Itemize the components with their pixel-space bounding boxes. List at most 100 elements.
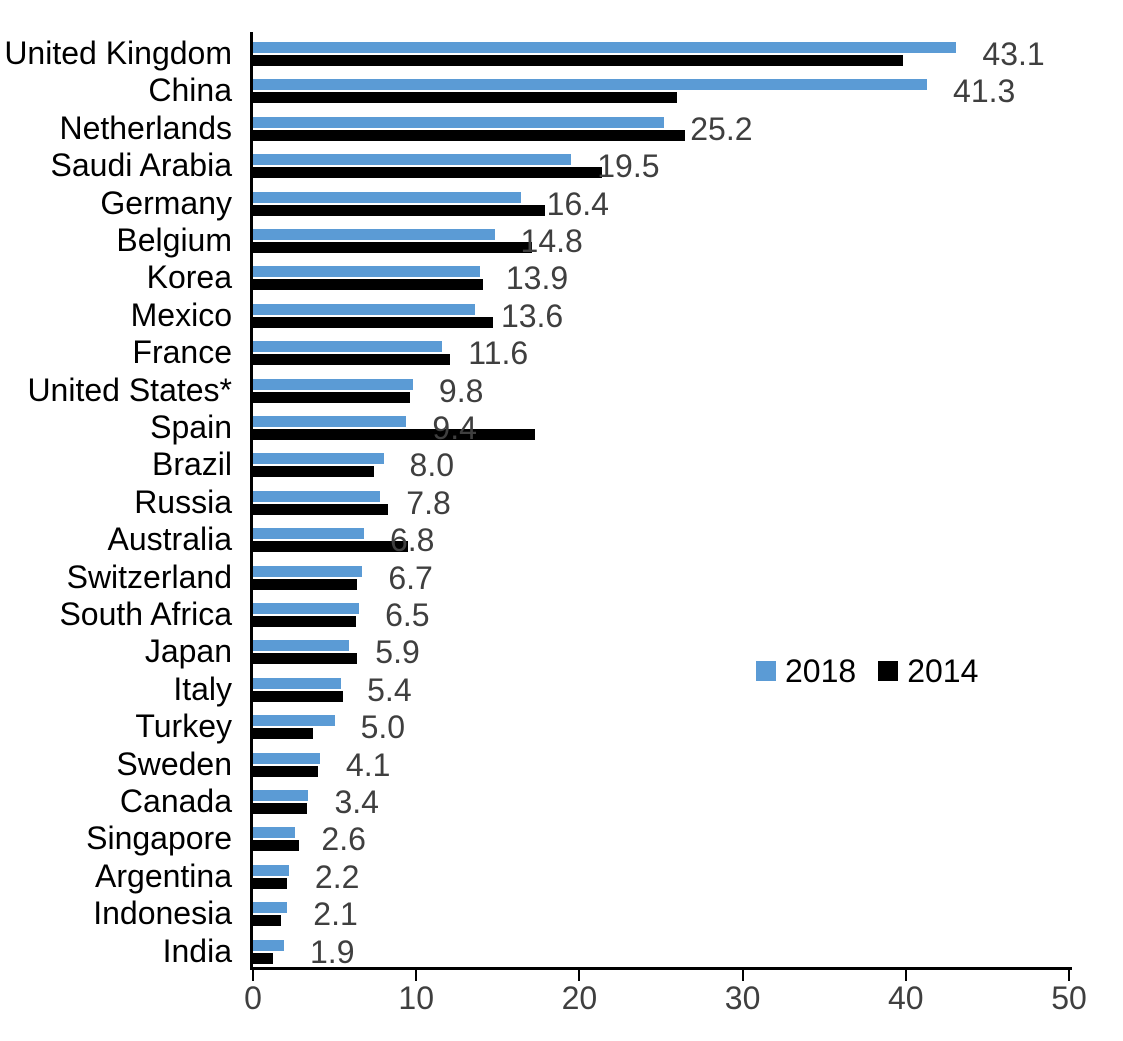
bar-2014	[253, 391, 410, 403]
bar-2014	[253, 354, 451, 366]
bar-2018	[253, 902, 288, 914]
bar-2018	[253, 939, 284, 951]
x-tick-label: 50	[1051, 980, 1087, 1016]
category-label: United States*	[27, 371, 232, 408]
x-tick-label: 30	[724, 980, 761, 1016]
bar-2018	[253, 864, 289, 876]
bar-2014	[253, 728, 314, 740]
value-label: 5.9	[375, 634, 420, 671]
value-label: 13.6	[500, 297, 564, 334]
value-label: 1.9	[310, 933, 355, 970]
bar-2018	[253, 715, 335, 727]
value-label: 11.6	[468, 335, 529, 372]
bar-2018	[253, 752, 320, 764]
value-label: 2.2	[314, 858, 360, 895]
value-label: 43.1	[982, 36, 1045, 72]
bar-2018	[253, 416, 407, 427]
value-label: 19.5	[597, 148, 660, 185]
category-label: Korea	[146, 259, 232, 296]
value-label: 16.4	[546, 185, 609, 222]
category-label: Japan	[144, 633, 232, 670]
category-label: Sweden	[116, 745, 232, 782]
legend-label-2018: 2018	[785, 653, 857, 689]
category-label: France	[132, 334, 232, 371]
bar-2018	[253, 266, 480, 278]
bar-2014	[253, 279, 484, 291]
value-label: 9.4	[432, 410, 477, 446]
category-label: Italy	[173, 670, 232, 707]
bar-2018	[253, 154, 572, 166]
value-label: 13.9	[505, 260, 569, 297]
bar-2018	[253, 640, 350, 652]
category-label: Spain	[150, 409, 232, 445]
value-label: 4.1	[345, 746, 391, 783]
bar-2014	[253, 952, 273, 964]
x-tick	[904, 967, 907, 981]
bar-2014	[253, 242, 533, 253]
bar-2014	[253, 55, 903, 66]
bar-2014	[253, 877, 288, 889]
value-label: 8.0	[409, 447, 455, 484]
bar-2018	[253, 528, 364, 540]
legend-item-2018: 2018	[756, 651, 856, 691]
category-label: Netherlands	[59, 109, 232, 146]
x-tick-label: 40	[888, 980, 924, 1016]
bar-2018	[253, 341, 443, 353]
bar-2018	[253, 303, 475, 315]
bar-2014	[253, 92, 678, 104]
bar-2018	[253, 191, 521, 203]
bar-2018	[253, 603, 360, 614]
category-label: Argentina	[95, 857, 232, 894]
category-label: India	[162, 932, 232, 969]
x-tick	[1068, 967, 1070, 981]
bar-2014	[253, 616, 356, 627]
value-label: 14.8	[520, 223, 583, 259]
value-label: 3.4	[334, 784, 379, 820]
value-label: 6.8	[389, 522, 435, 559]
value-label: 9.8	[438, 372, 484, 409]
bar-2018	[253, 116, 665, 128]
x-tick	[578, 967, 581, 981]
value-label: 6.7	[388, 559, 433, 596]
bar-2014	[253, 765, 319, 777]
bar-2014	[253, 429, 536, 440]
bar-2014	[253, 503, 389, 515]
bar-2018	[253, 790, 309, 801]
bar-2014	[253, 167, 603, 179]
bar-2014	[253, 803, 307, 814]
category-label: Belgium	[116, 222, 232, 258]
bar-2014	[253, 915, 281, 927]
bar-2014	[253, 541, 409, 553]
category-label: Russia	[134, 483, 232, 520]
value-label: 5.4	[367, 671, 412, 708]
y-axis-line	[250, 32, 253, 970]
category-label: China	[148, 72, 232, 109]
x-tick-label: 20	[561, 980, 598, 1016]
category-label: Singapore	[86, 820, 232, 857]
legend-item-2014: 2014	[878, 651, 978, 691]
bar-2018	[253, 453, 384, 465]
bar-2018	[253, 42, 957, 53]
category-label: Brazil	[151, 446, 232, 483]
x-tick	[252, 967, 254, 981]
category-label: Mexico	[130, 296, 232, 333]
value-label: 7.8	[406, 484, 451, 521]
category-label: Indonesia	[93, 895, 232, 932]
value-label: 41.3	[953, 73, 1016, 110]
bar-2018	[253, 378, 413, 390]
value-label: 5.0	[360, 709, 406, 746]
bar-2018	[253, 79, 928, 91]
bar-2018	[253, 229, 495, 240]
category-label: Turkey	[135, 708, 232, 745]
legend: 2018 2014	[756, 651, 978, 691]
x-axis-line	[250, 967, 1072, 970]
legend-swatch-2014-icon	[878, 661, 899, 681]
bar-2018	[253, 677, 342, 689]
legend-label-2014: 2014	[907, 653, 979, 689]
bar-2014	[253, 204, 546, 216]
x-tick-label: 10	[398, 980, 434, 1016]
bar-2014	[253, 653, 358, 665]
bar-2014	[253, 129, 686, 141]
category-label: Germany	[100, 184, 232, 221]
